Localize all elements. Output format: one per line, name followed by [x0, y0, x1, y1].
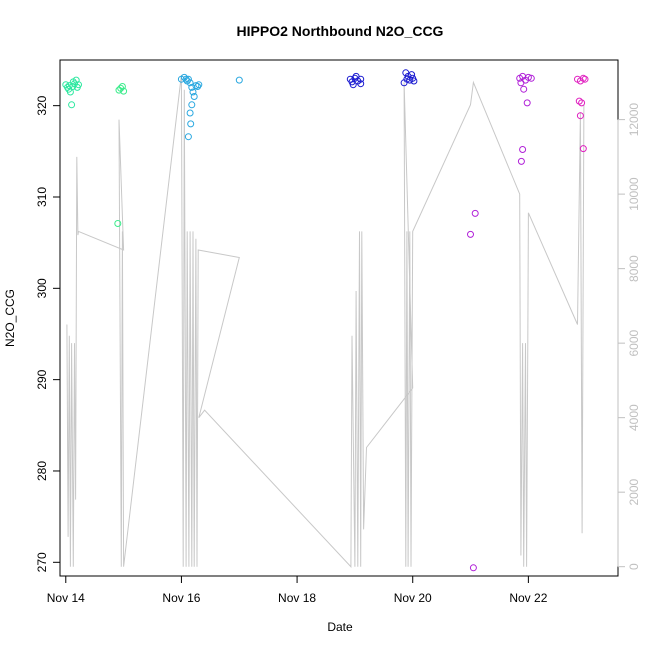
data-points-layer [62, 69, 589, 572]
y2-tick-label: 2000 [627, 479, 641, 506]
chart-title: HIPPO2 Northbound N2O_CCG [237, 23, 444, 39]
data-point [519, 146, 527, 153]
data-point [467, 230, 474, 238]
y-tick-label: 290 [35, 369, 49, 389]
data-point [524, 73, 532, 81]
y2-tick-label: 4000 [627, 404, 641, 431]
data-point [471, 209, 479, 217]
data-point [192, 82, 200, 90]
data-point [189, 88, 197, 96]
data-point [187, 120, 195, 128]
data-point [188, 101, 196, 109]
y2-tick-label: 12000 [627, 103, 641, 137]
data-point [575, 97, 583, 105]
y-tick-label: 310 [35, 187, 49, 207]
plot-frame [59, 59, 619, 577]
data-point [520, 85, 528, 93]
data-point [184, 75, 192, 83]
y2-tick-label: 10000 [627, 177, 641, 211]
data-point [182, 75, 190, 83]
y-tick-label: 300 [35, 278, 49, 298]
data-point [581, 75, 589, 83]
data-point [352, 72, 360, 80]
x-tick-label: Nov 14 [47, 591, 85, 605]
data-point [576, 112, 584, 120]
data-point [579, 145, 587, 153]
y-axis-label: N2O_CCG [3, 289, 17, 347]
data-point [408, 71, 416, 79]
x-axis: Nov 14 Nov 16 Nov 18 Nov 20 Nov 22 [47, 575, 548, 605]
data-point [523, 99, 531, 107]
data-point [69, 78, 77, 86]
data-point [469, 564, 477, 572]
altitude-line-layer [66, 74, 585, 568]
data-point [403, 75, 411, 83]
data-point [184, 133, 192, 141]
data-point [357, 80, 365, 88]
data-point [517, 79, 525, 87]
y-axis-right: 0 2000 4000 6000 8000 10000 12000 [617, 103, 641, 570]
data-point [349, 81, 357, 89]
x-tick-label: Nov 22 [509, 591, 547, 605]
data-point [120, 87, 128, 95]
data-point [68, 101, 76, 109]
y2-tick-label: 8000 [627, 255, 641, 282]
data-point [75, 81, 82, 89]
y-tick-label: 280 [35, 461, 49, 481]
y2-tick-label: 0 [627, 563, 641, 570]
y-tick-label: 320 [35, 95, 49, 115]
data-point [186, 79, 194, 87]
data-point [186, 109, 194, 117]
data-point [517, 157, 525, 165]
y-tick-label: 270 [35, 552, 49, 572]
data-point [235, 76, 243, 84]
x-tick-label: Nov 20 [394, 591, 432, 605]
x-tick-label: Nov 16 [162, 591, 200, 605]
data-point [410, 77, 418, 85]
data-point [114, 220, 122, 227]
y2-tick-label: 6000 [627, 329, 641, 356]
altitude-line [66, 74, 585, 568]
x-axis-label: Date [327, 620, 353, 634]
data-point [65, 85, 73, 93]
data-point [578, 99, 586, 107]
data-point [527, 74, 535, 82]
data-point [195, 81, 203, 89]
data-point [190, 93, 198, 100]
x-tick-label: Nov 18 [278, 591, 316, 605]
y-axis-left: 270 280 290 300 310 320 [35, 95, 61, 572]
data-point [118, 83, 126, 90]
